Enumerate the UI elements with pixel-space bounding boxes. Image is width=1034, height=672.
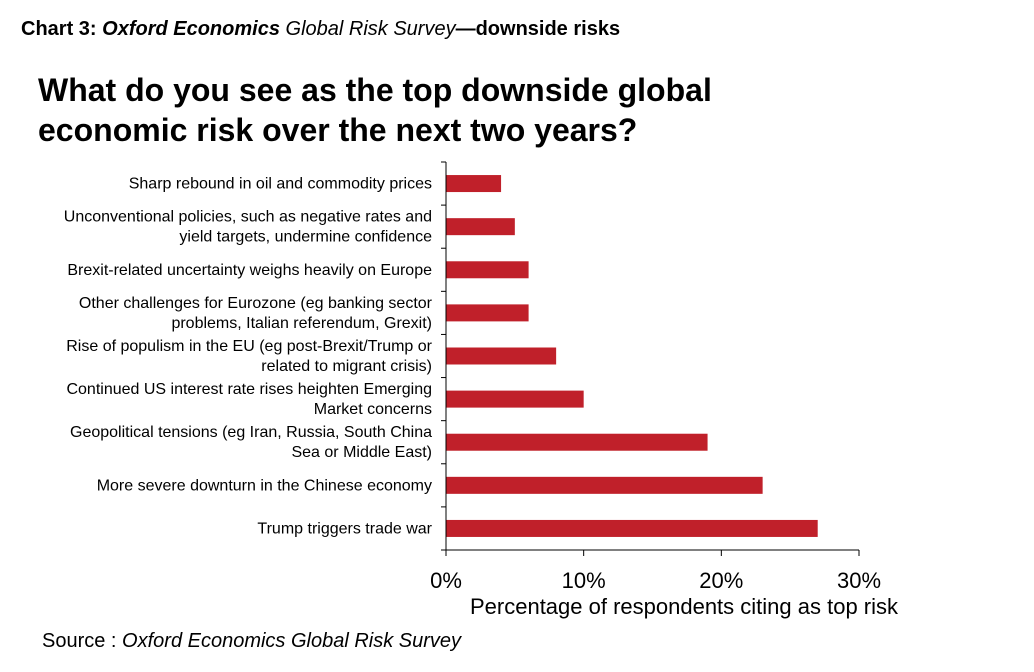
source-note: Source : Oxford Economics Global Risk Su… xyxy=(42,630,461,653)
axes xyxy=(441,161,860,556)
category-label-2: Brexit-related uncertainty weighs heavil… xyxy=(67,262,432,279)
bar-4 xyxy=(446,347,557,365)
heading-rest: —downside risks xyxy=(455,18,621,40)
x-tick-label-2: 20% xyxy=(699,568,743,593)
category-label-1: Unconventional policies, such as negativ… xyxy=(64,209,432,246)
bar-3 xyxy=(446,304,529,322)
bar-7 xyxy=(446,476,763,494)
category-label-1-line-0: Unconventional policies, such as negativ… xyxy=(64,209,432,226)
chart-number: Chart 3: xyxy=(21,18,97,40)
chart-title: What do you see as the top downside glob… xyxy=(38,70,938,150)
category-label-8: Trump triggers trade war xyxy=(257,520,432,537)
chart-number-heading: Chart 3: Oxford Economics Global Risk Su… xyxy=(21,18,620,41)
category-labels: Sharp rebound in oil and commodity price… xyxy=(64,176,433,538)
category-label-0: Sharp rebound in oil and commodity price… xyxy=(129,176,432,193)
source-name: Oxford Economics Global Risk Survey xyxy=(122,630,462,652)
x-tick-labels: 0% 10% 20% 30% xyxy=(430,568,881,593)
category-label-4-line-1: related to migrant crisis) xyxy=(261,358,432,375)
chart-title-line-2: economic risk over the next two years? xyxy=(38,112,638,148)
category-label-7: More severe downturn in the Chinese econ… xyxy=(97,477,432,494)
category-label-6: Geopolitical tensions (eg Iran, Russia, … xyxy=(70,424,432,461)
category-label-1-line-1: yield targets, undermine confidence xyxy=(179,229,432,246)
bar-5 xyxy=(446,390,584,408)
bar-1 xyxy=(446,218,515,236)
category-label-5-line-1: Market concerns xyxy=(314,401,432,418)
bar-6 xyxy=(446,433,708,451)
x-tick-label-0: 0% xyxy=(430,568,462,593)
chart-title-line-1: What do you see as the top downside glob… xyxy=(38,72,712,108)
category-label-5: Continued US interest rate rises heighte… xyxy=(66,381,432,418)
source-prefix: Source : xyxy=(42,630,117,652)
bars xyxy=(446,175,818,537)
x-axis-title: Percentage of respondents citing as top … xyxy=(470,594,899,619)
bar-0 xyxy=(446,175,502,193)
heading-org: Oxford Economics xyxy=(102,18,280,40)
category-label-8-line-0: Trump triggers trade war xyxy=(257,520,432,537)
category-label-0-line-0: Sharp rebound in oil and commodity price… xyxy=(129,176,432,193)
category-label-4: Rise of populism in the EU (eg post-Brex… xyxy=(66,338,432,375)
heading-survey: Global Risk Survey xyxy=(285,18,456,40)
category-label-7-line-0: More severe downturn in the Chinese econ… xyxy=(97,477,432,494)
bar-2 xyxy=(446,261,529,279)
category-label-4-line-0: Rise of populism in the EU (eg post-Brex… xyxy=(66,338,432,355)
category-label-3-line-0: Other challenges for Eurozone (eg bankin… xyxy=(79,295,433,312)
category-label-3-line-1: problems, Italian referendum, Grexit) xyxy=(171,315,432,332)
category-label-6-line-0: Geopolitical tensions (eg Iran, Russia, … xyxy=(70,424,432,441)
x-tick-label-1: 10% xyxy=(562,568,606,593)
category-label-3: Other challenges for Eurozone (eg bankin… xyxy=(79,295,433,332)
category-label-2-line-0: Brexit-related uncertainty weighs heavil… xyxy=(67,262,432,279)
category-label-6-line-1: Sea or Middle East) xyxy=(291,444,432,461)
x-tick-label-3: 30% xyxy=(837,568,881,593)
bar-8 xyxy=(446,519,818,537)
category-label-5-line-0: Continued US interest rate rises heighte… xyxy=(66,381,432,398)
